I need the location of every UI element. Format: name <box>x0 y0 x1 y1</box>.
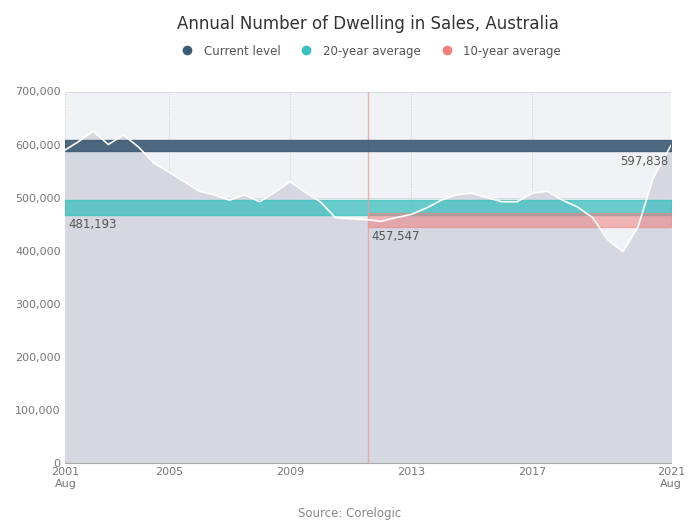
Text: 597,838: 597,838 <box>620 155 668 167</box>
Title: Annual Number of Dwelling in Sales, Australia: Annual Number of Dwelling in Sales, Aust… <box>177 15 559 33</box>
Text: 481,193: 481,193 <box>69 217 117 230</box>
Text: Source: Corelogic: Source: Corelogic <box>298 507 402 520</box>
Text: 457,547: 457,547 <box>371 230 420 243</box>
Legend: Current level, 20-year average, 10-year average: Current level, 20-year average, 10-year … <box>171 40 566 62</box>
